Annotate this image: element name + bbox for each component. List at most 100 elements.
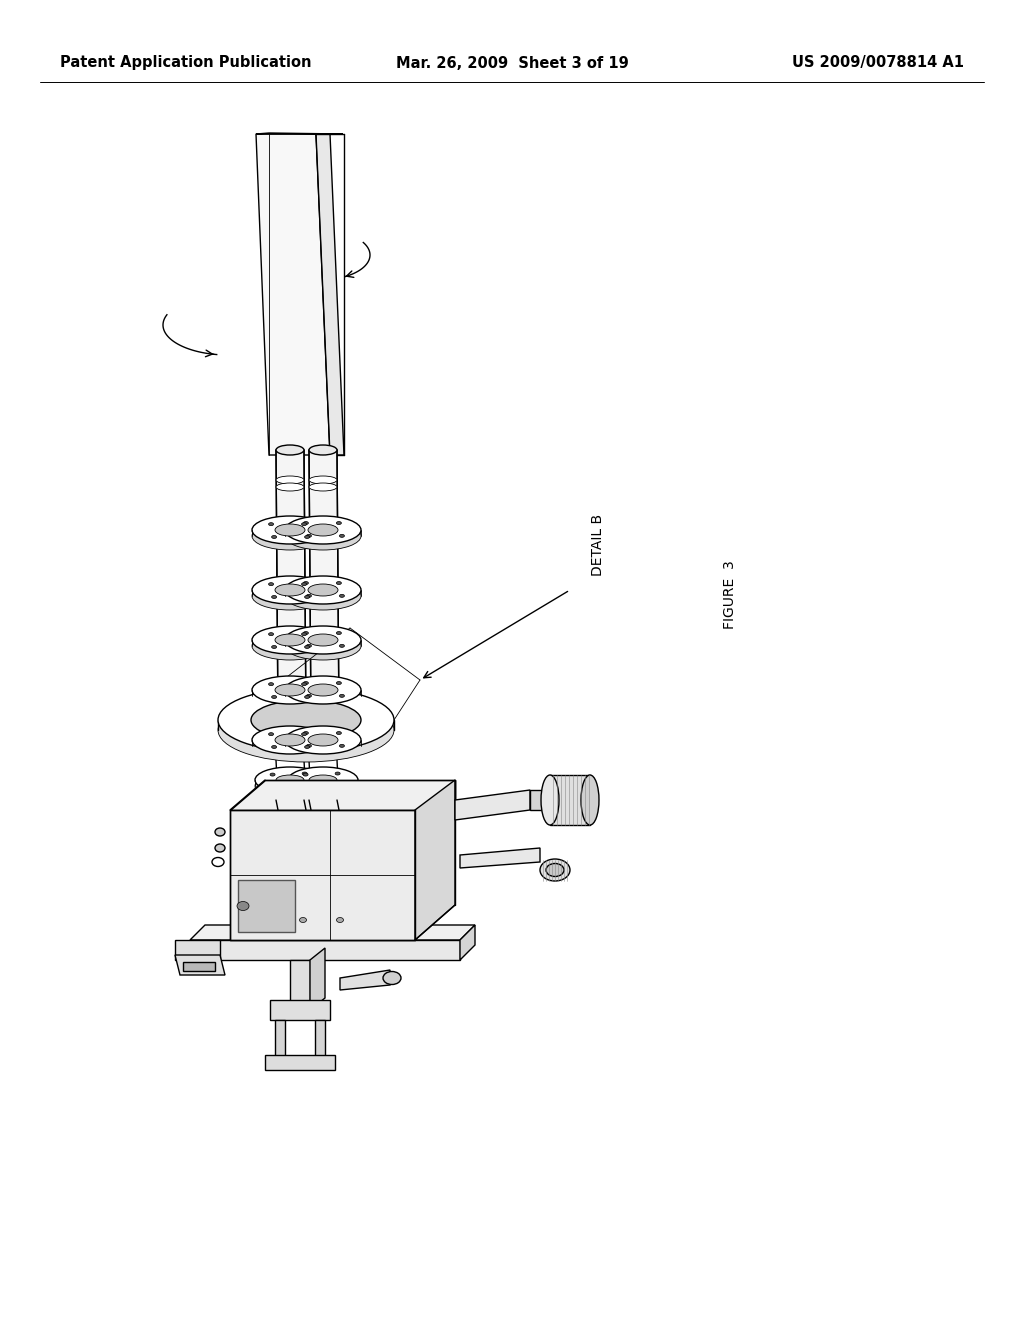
Ellipse shape xyxy=(271,536,276,539)
Ellipse shape xyxy=(306,785,311,788)
Ellipse shape xyxy=(252,516,328,544)
Polygon shape xyxy=(230,780,455,810)
Ellipse shape xyxy=(339,535,344,537)
Ellipse shape xyxy=(306,694,311,697)
Ellipse shape xyxy=(339,644,344,647)
Ellipse shape xyxy=(303,521,308,524)
Ellipse shape xyxy=(251,700,361,741)
Ellipse shape xyxy=(303,774,308,776)
Ellipse shape xyxy=(285,733,361,760)
Ellipse shape xyxy=(288,767,358,793)
Ellipse shape xyxy=(306,594,311,598)
Ellipse shape xyxy=(275,634,305,645)
Ellipse shape xyxy=(268,582,273,586)
Ellipse shape xyxy=(271,696,276,698)
Ellipse shape xyxy=(304,645,309,648)
Polygon shape xyxy=(309,450,339,719)
Ellipse shape xyxy=(276,445,304,455)
Ellipse shape xyxy=(581,775,599,825)
Ellipse shape xyxy=(275,734,305,746)
Ellipse shape xyxy=(285,582,361,610)
Polygon shape xyxy=(316,135,344,455)
Ellipse shape xyxy=(252,582,328,610)
Text: DETAIL B: DETAIL B xyxy=(591,513,605,576)
Text: Mar. 26, 2009  Sheet 3 of 19: Mar. 26, 2009 Sheet 3 of 19 xyxy=(395,55,629,70)
Ellipse shape xyxy=(283,1003,317,1016)
Ellipse shape xyxy=(276,775,304,785)
Ellipse shape xyxy=(288,774,358,799)
Ellipse shape xyxy=(304,595,309,598)
Polygon shape xyxy=(310,948,325,1010)
Polygon shape xyxy=(315,1020,325,1060)
Ellipse shape xyxy=(304,746,309,748)
Ellipse shape xyxy=(302,682,306,685)
Polygon shape xyxy=(460,925,475,960)
Ellipse shape xyxy=(305,784,310,787)
Ellipse shape xyxy=(337,917,343,923)
Ellipse shape xyxy=(268,733,273,735)
Ellipse shape xyxy=(252,676,328,704)
Polygon shape xyxy=(190,940,460,960)
Ellipse shape xyxy=(212,858,224,866)
Ellipse shape xyxy=(285,726,361,754)
Polygon shape xyxy=(175,954,225,975)
Ellipse shape xyxy=(276,477,304,484)
Ellipse shape xyxy=(275,583,305,597)
Polygon shape xyxy=(238,880,295,932)
Polygon shape xyxy=(175,940,220,960)
Ellipse shape xyxy=(546,863,564,876)
Ellipse shape xyxy=(285,521,361,550)
Ellipse shape xyxy=(268,682,273,685)
Polygon shape xyxy=(183,962,215,972)
Ellipse shape xyxy=(271,645,276,648)
Ellipse shape xyxy=(339,594,344,598)
Ellipse shape xyxy=(309,445,337,455)
Ellipse shape xyxy=(338,784,343,787)
Ellipse shape xyxy=(336,521,341,524)
Ellipse shape xyxy=(268,632,273,636)
Ellipse shape xyxy=(299,917,306,923)
Polygon shape xyxy=(340,970,390,990)
Ellipse shape xyxy=(339,694,344,697)
Polygon shape xyxy=(256,135,330,455)
Ellipse shape xyxy=(302,582,306,586)
Ellipse shape xyxy=(303,631,308,635)
Ellipse shape xyxy=(335,772,340,775)
Ellipse shape xyxy=(541,775,559,825)
Polygon shape xyxy=(455,789,530,820)
Ellipse shape xyxy=(252,626,328,653)
Polygon shape xyxy=(550,775,590,825)
Ellipse shape xyxy=(268,523,273,525)
Ellipse shape xyxy=(302,772,307,775)
Ellipse shape xyxy=(308,734,338,746)
Ellipse shape xyxy=(218,698,394,762)
Polygon shape xyxy=(270,1001,330,1020)
Text: US 2009/0078814 A1: US 2009/0078814 A1 xyxy=(792,55,964,70)
Polygon shape xyxy=(275,1020,285,1060)
Ellipse shape xyxy=(252,632,328,660)
Text: FIGURE  3: FIGURE 3 xyxy=(723,561,737,630)
Ellipse shape xyxy=(276,483,304,491)
Ellipse shape xyxy=(255,774,325,799)
Ellipse shape xyxy=(302,523,306,525)
Ellipse shape xyxy=(271,595,276,598)
Ellipse shape xyxy=(285,576,361,605)
Ellipse shape xyxy=(255,767,325,793)
Ellipse shape xyxy=(252,726,328,754)
Ellipse shape xyxy=(215,828,225,836)
Ellipse shape xyxy=(302,733,306,735)
Ellipse shape xyxy=(309,483,337,491)
Ellipse shape xyxy=(285,682,361,710)
Ellipse shape xyxy=(252,521,328,550)
Ellipse shape xyxy=(303,731,308,734)
Ellipse shape xyxy=(303,582,308,585)
Ellipse shape xyxy=(309,775,337,785)
Ellipse shape xyxy=(336,582,341,585)
Ellipse shape xyxy=(308,634,338,645)
Ellipse shape xyxy=(304,536,309,539)
Text: Patent Application Publication: Patent Application Publication xyxy=(60,55,311,70)
Ellipse shape xyxy=(306,644,311,647)
Polygon shape xyxy=(460,847,540,869)
Ellipse shape xyxy=(252,733,328,760)
Ellipse shape xyxy=(339,744,344,747)
